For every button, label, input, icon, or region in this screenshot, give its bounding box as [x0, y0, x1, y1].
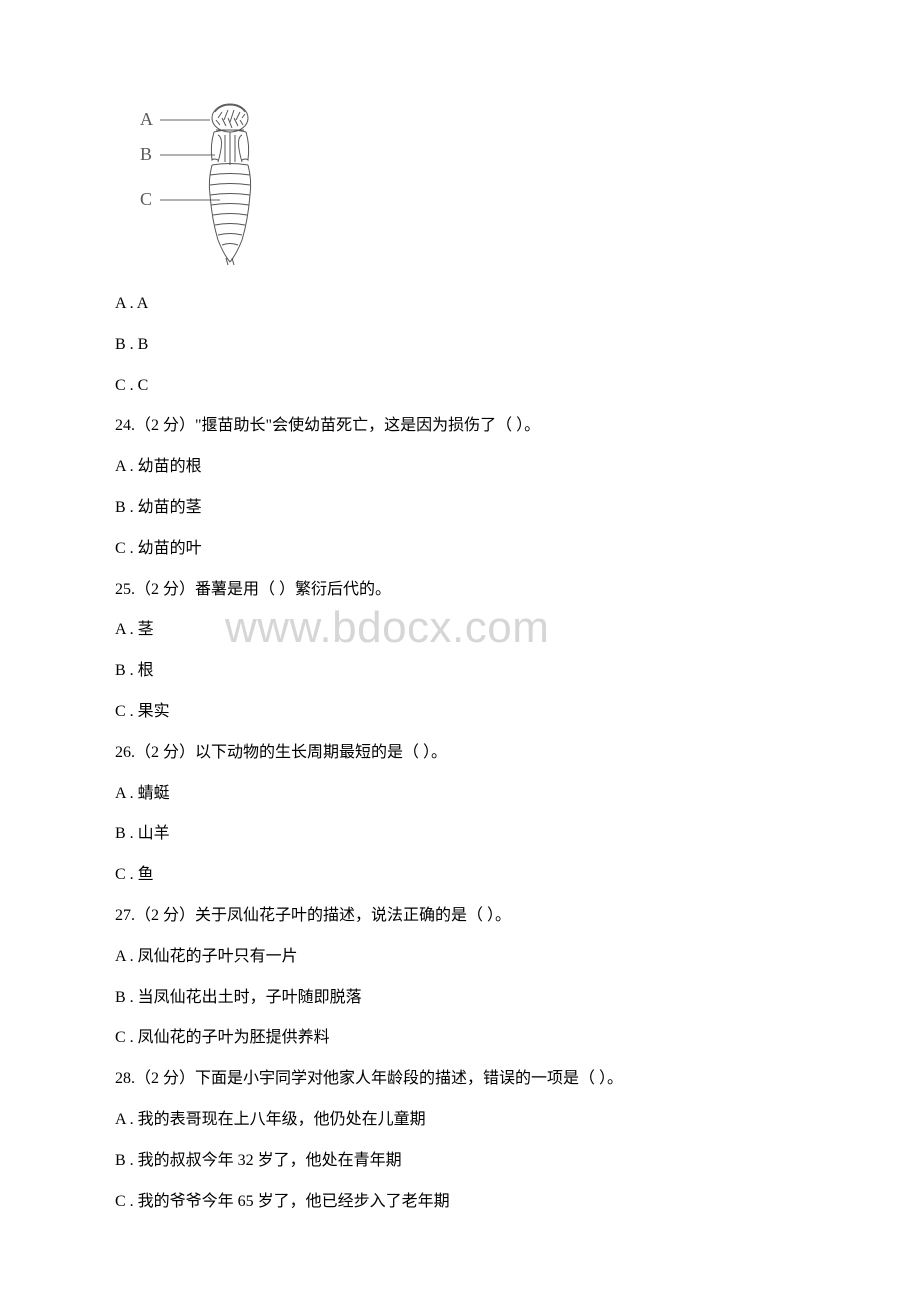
option-c: C . C	[115, 372, 805, 401]
pupa-body	[209, 104, 250, 265]
q25-option-b: B . 根	[115, 657, 805, 686]
document-content: A B C	[115, 90, 805, 1216]
q24-option-b: B . 幼苗的茎	[115, 494, 805, 523]
pupa-diagram: A B C	[120, 90, 805, 270]
q25-option-c: C . 果实	[115, 698, 805, 727]
option-b: B . B	[115, 331, 805, 360]
q26-option-a: A . 蜻蜓	[115, 780, 805, 809]
question-24: 24.（2 分）"揠苗助长"会使幼苗死亡，这是因为损伤了（ ）。	[115, 412, 805, 441]
question-25: 25.（2 分）番薯是用（ ）繁衍后代的。	[115, 576, 805, 605]
option-a: A . A	[115, 290, 805, 319]
q28-option-c: C . 我的爷爷今年 65 岁了，他已经步入了老年期	[115, 1188, 805, 1217]
question-27: 27.（2 分）关于凤仙花子叶的描述，说法正确的是（ ）。	[115, 902, 805, 931]
q28-option-b: B . 我的叔叔今年 32 岁了，他处在青年期	[115, 1147, 805, 1176]
question-26: 26.（2 分）以下动物的生长周期最短的是（ ）。	[115, 739, 805, 768]
q26-option-c: C . 鱼	[115, 861, 805, 890]
q25-option-a: A . 茎	[115, 616, 805, 645]
q27-option-a: A . 凤仙花的子叶只有一片	[115, 943, 805, 972]
q28-option-a: A . 我的表哥现在上八年级，他仍处在儿童期	[115, 1106, 805, 1135]
q27-option-c: C . 凤仙花的子叶为胚提供养料	[115, 1024, 805, 1053]
q24-option-a: A . 幼苗的根	[115, 453, 805, 482]
label-a: A	[140, 109, 153, 129]
q26-option-b: B . 山羊	[115, 820, 805, 849]
label-b: B	[140, 144, 152, 164]
q27-option-b: B . 当凤仙花出土时，子叶随即脱落	[115, 984, 805, 1013]
q24-option-c: C . 幼苗的叶	[115, 535, 805, 564]
question-28: 28.（2 分）下面是小宇同学对他家人年龄段的描述，错误的一项是（ ）。	[115, 1065, 805, 1094]
label-c: C	[140, 189, 152, 209]
